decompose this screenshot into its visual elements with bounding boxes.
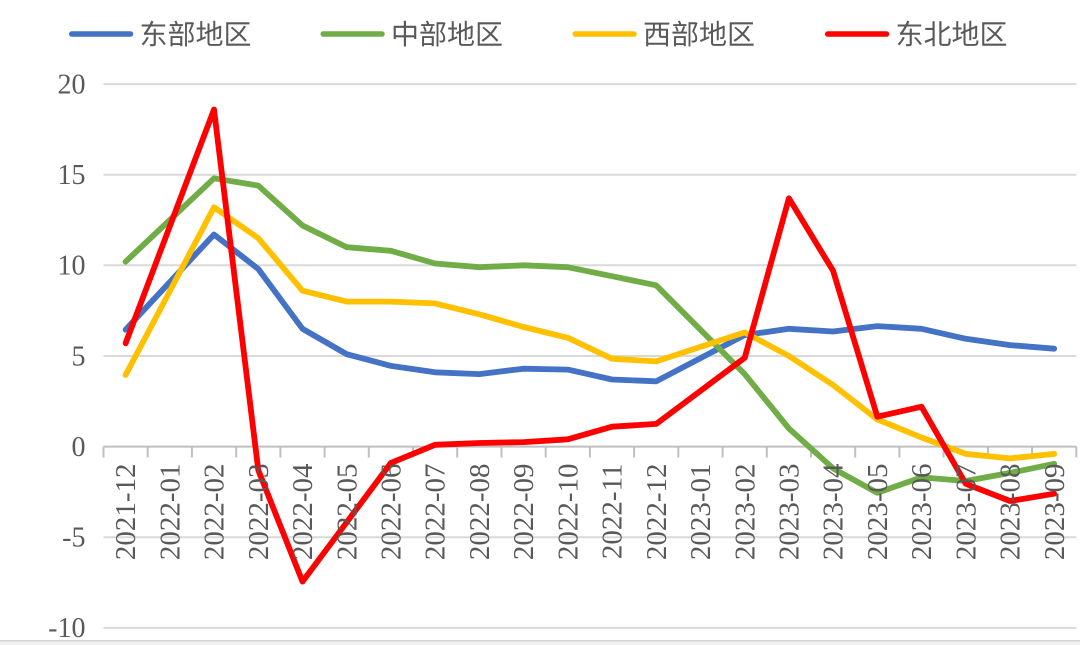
svg-text:2022-10: 2022-10 <box>552 464 584 561</box>
svg-text:10: 10 <box>58 251 86 282</box>
svg-text:2023-02: 2023-02 <box>729 464 761 561</box>
svg-text:5: 5 <box>72 341 86 372</box>
svg-text:2022-11: 2022-11 <box>597 464 629 560</box>
svg-text:-5: -5 <box>62 523 85 554</box>
svg-text:2023-05: 2023-05 <box>862 464 894 561</box>
svg-text:2023-08: 2023-08 <box>995 464 1027 561</box>
svg-text:2022-12: 2022-12 <box>641 464 673 561</box>
svg-text:2021-12: 2021-12 <box>110 464 142 561</box>
svg-text:2023-01: 2023-01 <box>685 464 717 561</box>
svg-text:2023-07: 2023-07 <box>950 464 982 561</box>
svg-text:2023-09: 2023-09 <box>1039 464 1071 561</box>
svg-text:2023-04: 2023-04 <box>818 463 850 560</box>
svg-text:2023-06: 2023-06 <box>906 464 938 561</box>
svg-text:2022-04: 2022-04 <box>287 463 319 560</box>
svg-text:20: 20 <box>58 69 86 100</box>
svg-text:0: 0 <box>72 432 86 463</box>
svg-text:15: 15 <box>58 160 86 191</box>
svg-text:2022-09: 2022-09 <box>508 464 540 561</box>
svg-text:2022-02: 2022-02 <box>199 464 231 561</box>
svg-text:2022-07: 2022-07 <box>420 464 452 561</box>
svg-text:2022-01: 2022-01 <box>154 464 186 561</box>
svg-text:2022-08: 2022-08 <box>464 464 496 561</box>
svg-text:-10: -10 <box>48 613 85 644</box>
svg-text:2023-03: 2023-03 <box>774 464 806 561</box>
svg-text:2022-03: 2022-03 <box>243 464 275 561</box>
svg-text:2022-06: 2022-06 <box>376 464 408 561</box>
svg-text:2022-05: 2022-05 <box>331 464 363 561</box>
